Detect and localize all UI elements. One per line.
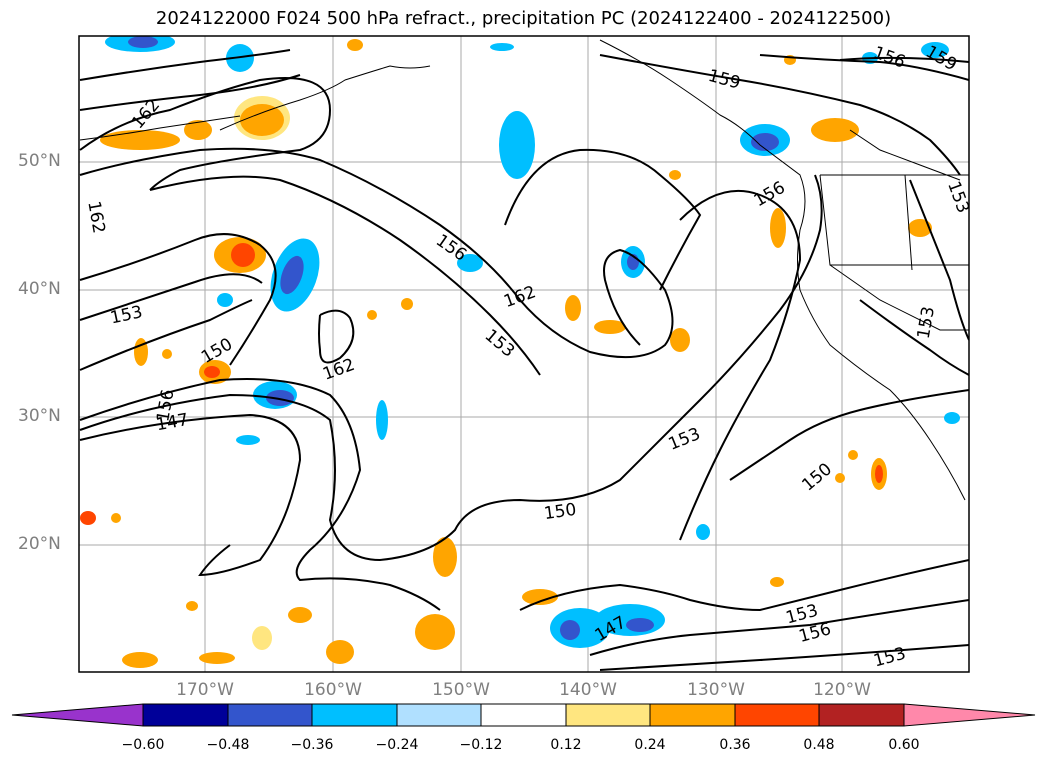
contour-label: 162 [83, 200, 108, 235]
contour-label: 150 [543, 500, 578, 524]
precip-negative-areas [105, 36, 960, 648]
contour-label: 150 [798, 459, 836, 495]
lon-label: 120°W [813, 680, 871, 700]
colorbar-tick: −0.36 [290, 737, 334, 753]
contour-label: 153 [914, 305, 939, 340]
colorbar-tick: −0.12 [459, 737, 503, 753]
lat-label: 30°N [18, 406, 61, 426]
lon-label: 160°W [304, 680, 362, 700]
contour-label: 147 [155, 410, 190, 435]
contour-label: 156 [751, 178, 789, 212]
colorbar-extend-high [903, 703, 1036, 727]
contour-label: 159 [706, 66, 743, 94]
contour-label: 162 [501, 282, 538, 312]
contour-label: 153 [109, 302, 145, 328]
colorbar-tick: 0.48 [803, 737, 835, 753]
colorbar-tick: −0.24 [375, 737, 419, 753]
colorbar-tick: 0.12 [550, 737, 582, 753]
contour-label: 162 [128, 95, 164, 133]
lon-label: 140°W [559, 680, 617, 700]
contour-label: 153 [481, 326, 519, 362]
colorbar-tick: −0.48 [206, 737, 250, 753]
lon-label: 130°W [687, 680, 745, 700]
precip-positive-areas [80, 39, 932, 668]
colorbar-extend-low [11, 703, 144, 727]
contour-label: 153 [871, 644, 908, 672]
contour-label: 162 [320, 355, 357, 385]
colorbar-tick: 0.60 [888, 737, 920, 753]
lat-label: 20°N [18, 534, 61, 554]
map-title: 2024122000 F024 500 hPa refract., precip… [155, 8, 892, 29]
colorbar-tick: 0.36 [719, 737, 751, 753]
colorbar [11, 703, 1036, 727]
lon-label: 170°W [176, 680, 234, 700]
contours [79, 49, 969, 671]
lon-label: 150°W [432, 680, 490, 700]
map-frame [78, 35, 970, 673]
contour-label: 156 [871, 43, 908, 73]
coastlines [79, 39, 969, 501]
lat-label: 50°N [18, 151, 61, 171]
colorbar-tick: 0.24 [634, 737, 666, 753]
lat-label: 40°N [18, 279, 61, 299]
colorbar-tick: −0.60 [121, 737, 165, 753]
